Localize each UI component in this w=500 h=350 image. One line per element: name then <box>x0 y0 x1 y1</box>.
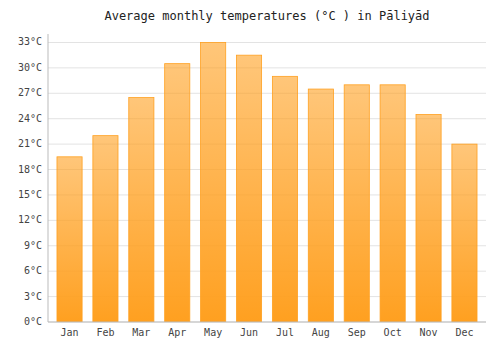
bar <box>344 85 369 322</box>
x-tick-label: Apr <box>168 327 186 338</box>
y-tick-label: 33°C <box>18 36 42 47</box>
bar <box>272 76 297 322</box>
grid-line <box>48 93 486 94</box>
y-tick-label: 6°C <box>24 265 42 276</box>
x-tick-label: Aug <box>312 327 330 338</box>
bar <box>201 42 226 322</box>
y-tick-label: 15°C <box>18 189 42 200</box>
x-tick-label: Nov <box>420 327 438 338</box>
grid-line <box>48 67 486 68</box>
y-tick-label: 27°C <box>18 87 42 98</box>
bar <box>452 144 477 322</box>
x-tick-label: Sep <box>348 327 366 338</box>
y-tick-label: 21°C <box>18 138 42 149</box>
y-tick-label: 0°C <box>24 316 42 327</box>
y-tick-label: 3°C <box>24 291 42 302</box>
bar <box>380 85 405 322</box>
y-axis-line <box>48 34 49 322</box>
bar <box>57 157 82 322</box>
x-tick-label: Jul <box>276 327 294 338</box>
x-tick-label: Jan <box>61 327 79 338</box>
x-tick-label: Jun <box>240 327 258 338</box>
chart-title: Average monthly temperatures (°C ) in Pā… <box>104 9 429 23</box>
bars <box>57 42 477 322</box>
bar <box>308 89 333 322</box>
grid-line <box>48 42 486 43</box>
bar <box>165 64 190 322</box>
x-axis: Jan Feb Mar Apr May Jun Jul Aug Sep Oct Nov Dec <box>48 322 486 338</box>
y-axis: 0°C 3°C 6°C 9°C 12°C 15°C 18°C 21°C 24°C 27°C 30°C… <box>18 34 48 327</box>
y-grid <box>48 42 486 322</box>
grid-line <box>48 322 486 323</box>
bar <box>129 98 154 322</box>
y-tick-label: 12°C <box>18 214 42 225</box>
bar <box>236 55 261 322</box>
x-tick-label: Mar <box>132 327 150 338</box>
x-axis-line <box>48 322 486 323</box>
x-tick-label: Feb <box>96 327 114 338</box>
chart-container: 0°C 3°C 6°C 9°C 12°C 15°C 18°C 21°C 24°C 27°C 30°C… <box>0 0 500 350</box>
x-tick-label: May <box>204 327 222 338</box>
y-tick-label: 18°C <box>18 164 42 175</box>
bar <box>93 136 118 322</box>
x-tick-label: Oct <box>384 327 402 338</box>
y-tick-label: 24°C <box>18 113 42 124</box>
x-tick-label: Dec <box>455 327 473 338</box>
chart-svg: 0°C 3°C 6°C 9°C 12°C 15°C 18°C 21°C 24°C 27°C 30°C… <box>0 0 500 350</box>
y-tick-label: 30°C <box>18 62 42 73</box>
bar <box>416 114 441 322</box>
y-tick-label: 9°C <box>24 240 42 251</box>
